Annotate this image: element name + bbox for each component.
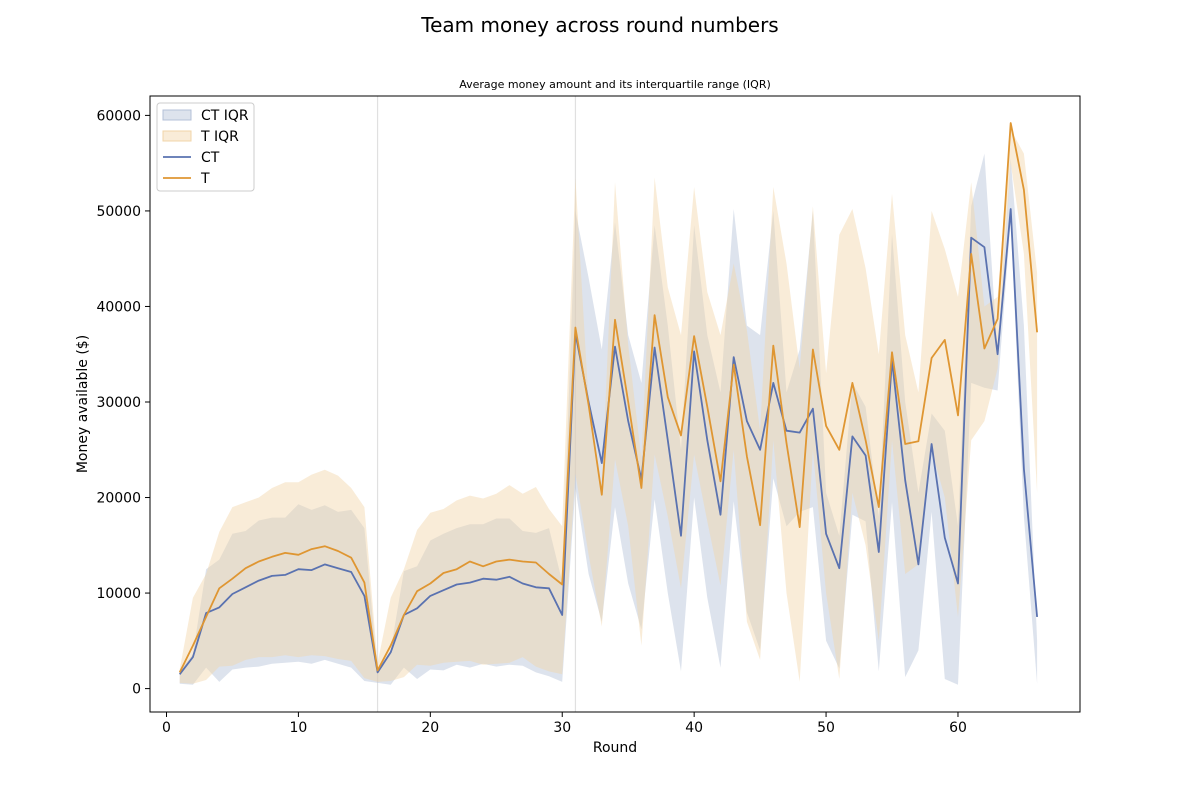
chart-subtitle: Average money amount and its interquarti… <box>459 78 771 91</box>
x-tick-label: 30 <box>553 720 571 736</box>
y-tick-label: 0 <box>132 682 141 698</box>
y-tick-label: 60000 <box>96 108 141 124</box>
x-tick-label: 20 <box>421 720 439 736</box>
legend: CT IQR T IQR CT T <box>156 102 255 192</box>
line-t <box>178 122 1038 673</box>
legend-label-ct: CT <box>201 150 220 166</box>
legend-swatch-t-iqr <box>162 130 192 142</box>
x-tick-label: 0 <box>162 720 171 736</box>
figure-title: Team money across round numbers <box>420 13 778 37</box>
legend-swatch-ct-iqr <box>162 109 192 121</box>
y-tick-label: 40000 <box>96 299 141 315</box>
x-tick-label: 60 <box>949 720 967 736</box>
legend-box <box>156 102 255 192</box>
x-axis-label: Round <box>593 740 637 756</box>
y-axis-label: Money available ($) <box>75 335 91 473</box>
x-tick-label: 10 <box>289 720 307 736</box>
x-tick-label: 50 <box>817 720 835 736</box>
x-tick-label: 40 <box>685 720 703 736</box>
y-tick-label: 10000 <box>96 586 141 602</box>
legend-label-ct-iqr: CT IQR <box>201 108 249 124</box>
y-tick-label: 20000 <box>96 491 141 507</box>
ticks: 0 10 20 30 40 50 60 0 10000 20000 30000 40000 50000 6… <box>96 108 966 736</box>
y-tick-label: 30000 <box>96 395 141 411</box>
legend-label-t-iqr: T IQR <box>200 129 239 145</box>
y-tick-label: 50000 <box>96 204 141 220</box>
axes-frame <box>149 95 1081 713</box>
plot-area <box>178 96 1038 712</box>
legend-label-t: T <box>200 171 210 187</box>
